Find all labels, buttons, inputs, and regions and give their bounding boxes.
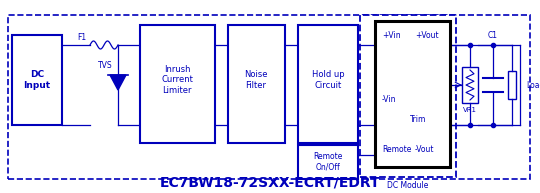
Text: Trim: Trim <box>410 115 427 124</box>
Polygon shape <box>8 15 530 179</box>
Polygon shape <box>12 35 62 125</box>
Text: VR1: VR1 <box>463 107 477 113</box>
Text: Remote
On/Off: Remote On/Off <box>313 152 343 172</box>
Text: F1: F1 <box>77 34 86 42</box>
Polygon shape <box>298 25 358 143</box>
Polygon shape <box>375 21 450 167</box>
Text: -Vout: -Vout <box>415 146 435 155</box>
Text: -Vin: -Vin <box>382 96 396 104</box>
Polygon shape <box>110 75 126 90</box>
Text: Noise
Filter: Noise Filter <box>244 70 268 90</box>
Text: DC Module: DC Module <box>387 180 429 190</box>
Text: +Vin: +Vin <box>382 30 401 40</box>
Text: EC7BW18-72SXX-ECRT/EDRT: EC7BW18-72SXX-ECRT/EDRT <box>160 176 380 190</box>
Text: Hold up
Circuit: Hold up Circuit <box>312 70 345 90</box>
Text: Load: Load <box>526 80 540 90</box>
Polygon shape <box>508 71 516 99</box>
Text: +Vout: +Vout <box>415 30 438 40</box>
Polygon shape <box>298 145 358 179</box>
Polygon shape <box>360 15 456 177</box>
Text: DC
Input: DC Input <box>23 70 51 90</box>
Polygon shape <box>140 25 215 143</box>
Text: TVS: TVS <box>98 60 112 69</box>
Text: Remote: Remote <box>382 146 411 155</box>
Polygon shape <box>462 67 478 103</box>
Polygon shape <box>228 25 285 143</box>
Text: Inrush
Current
Limiter: Inrush Current Limiter <box>161 65 193 95</box>
Text: C1: C1 <box>488 31 498 41</box>
